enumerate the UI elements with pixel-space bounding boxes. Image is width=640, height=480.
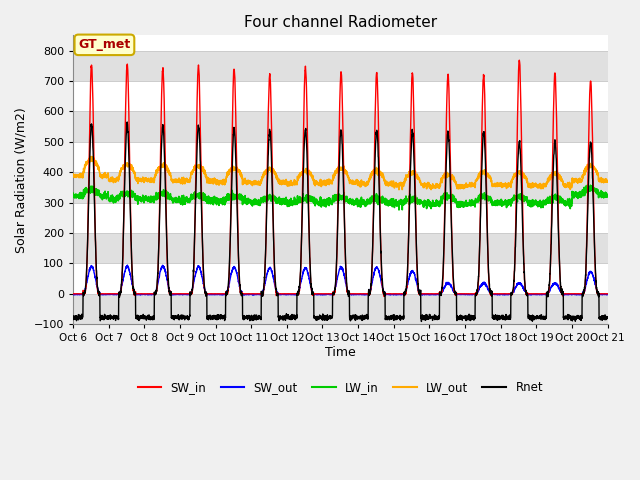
Bar	[73, 233, 608, 264]
Title: Four channel Radiometer: Four channel Radiometer	[244, 15, 437, 30]
Bar	[73, 294, 608, 324]
Bar	[73, 111, 608, 142]
Y-axis label: Solar Radiation (W/m2): Solar Radiation (W/m2)	[15, 107, 28, 252]
Bar	[73, 50, 608, 81]
Bar	[73, 172, 608, 203]
X-axis label: Time: Time	[325, 346, 356, 359]
Text: GT_met: GT_met	[78, 38, 131, 51]
Legend: SW_in, SW_out, LW_in, LW_out, Rnet: SW_in, SW_out, LW_in, LW_out, Rnet	[133, 377, 548, 399]
